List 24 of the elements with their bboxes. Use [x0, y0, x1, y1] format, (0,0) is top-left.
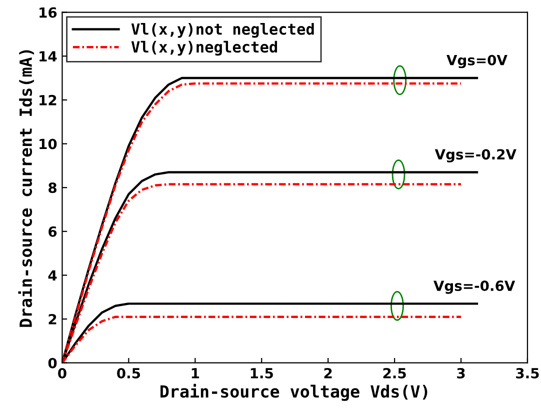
- legend-label: Vl(x,y)neglected: [131, 40, 278, 56]
- x-tick-label: 0.5: [117, 368, 140, 378]
- y-tick-label: 4: [48, 270, 57, 280]
- x-tick-label: 2.5: [383, 368, 406, 378]
- y-tick-label: 8: [48, 182, 56, 194]
- y-tick-label: 14: [40, 51, 57, 62]
- annotation: Vgs=0V: [446, 54, 508, 68]
- annotation: Vgs=-0.6V: [434, 280, 516, 294]
- x-axis-title: Drain-source voltage Vds(V): [160, 384, 428, 401]
- x-tick-label: 3.5: [516, 368, 539, 378]
- y-tick-label: 0: [48, 358, 57, 368]
- y-axis-title: Drain-source current Ids(mA): [18, 50, 34, 327]
- y-tick-label: 10: [40, 138, 57, 150]
- x-tick-label: 2: [324, 368, 332, 378]
- legend-label: Vl(x,y)not neglected: [131, 22, 314, 38]
- y-tick-label: 12: [40, 94, 56, 106]
- x-tick-label: 0: [58, 368, 66, 378]
- annotation: Vgs=-0.2V: [434, 149, 516, 162]
- x-tick-label: 3: [457, 368, 465, 378]
- x-tick-label: 1: [192, 368, 200, 378]
- y-tick-label: 2: [48, 314, 56, 324]
- y-tick-label: 16: [40, 7, 57, 18]
- y-tick-label: 6: [48, 226, 57, 237]
- x-tick-label: 1.5: [250, 368, 273, 378]
